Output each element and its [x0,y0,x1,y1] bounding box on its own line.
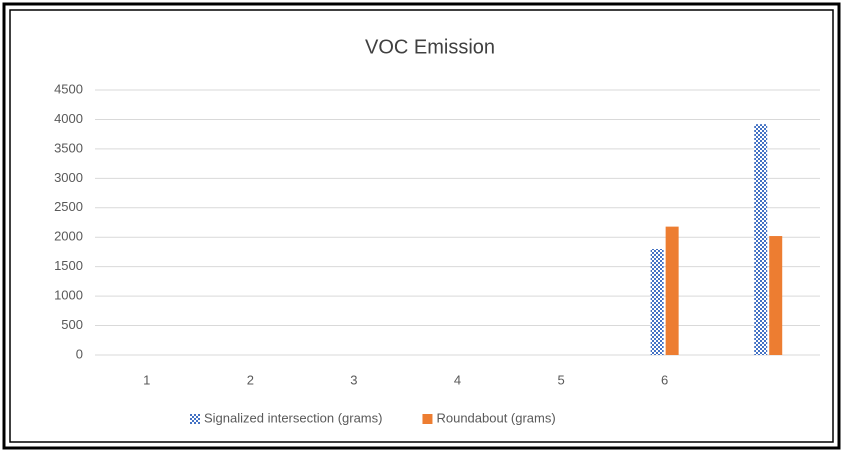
legend-label: Roundabout (grams) [436,410,555,425]
x-tick-label: 3 [350,372,357,387]
y-tick-label: 500 [61,317,83,332]
bar [769,236,783,355]
bar [650,249,664,355]
chart-title: VOC Emission [365,36,495,58]
y-tick-label: 3000 [54,170,83,185]
x-tick-label: 4 [454,372,461,387]
bar [665,226,679,355]
x-tick-label: 6 [661,372,668,387]
y-tick-label: 3500 [54,140,83,155]
x-tick-label: 5 [557,372,564,387]
legend-swatch [422,414,433,424]
y-tick-label: 0 [76,346,83,361]
legend-swatch [190,414,200,424]
x-tick-label: 2 [247,372,254,387]
y-tick-label: 4000 [54,111,83,126]
legend-label: Signalized intersection (grams) [204,410,382,425]
x-tick-label: 1 [143,372,150,387]
inner-frame [9,9,834,443]
frame [2,2,841,450]
y-tick-label: 2000 [54,229,83,244]
y-tick-label: 4500 [54,81,83,96]
y-tick-label: 1000 [54,288,83,303]
y-tick-label: 1500 [54,258,83,273]
y-tick-label: 2500 [54,199,83,214]
bar [754,124,768,356]
